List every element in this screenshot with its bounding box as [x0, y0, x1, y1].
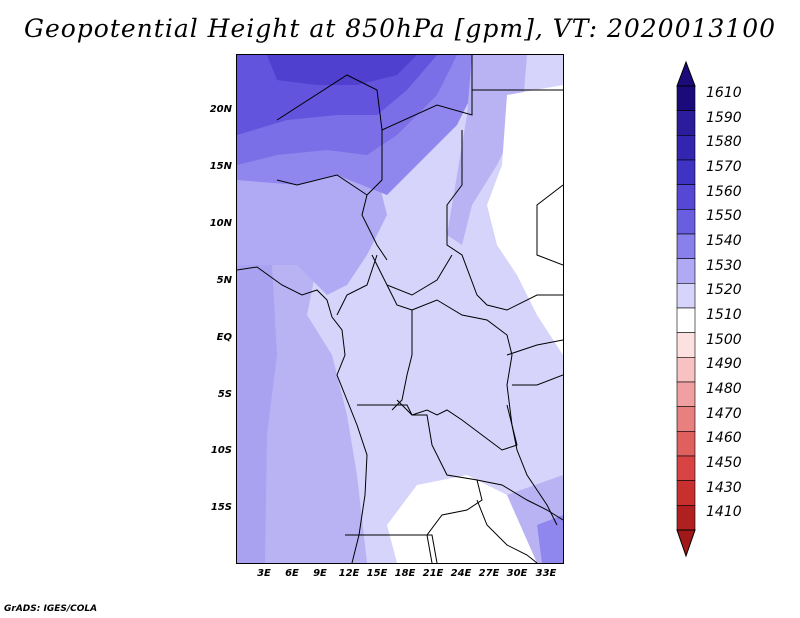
lon-label-6e: 6E — [285, 568, 299, 579]
contour-fill-1510-northeast — [487, 85, 563, 355]
colorbar — [676, 60, 696, 558]
map-title: Geopotential Height at 850hPa [gpm], VT:… — [23, 14, 777, 43]
lon-label-15e: 15E — [366, 568, 388, 579]
border-zimbabwe — [476, 499, 538, 563]
border-car — [371, 254, 453, 296]
legend-label-1560: 1560 — [706, 183, 742, 200]
border-tanzania — [512, 374, 563, 386]
border-drc — [396, 299, 518, 451]
colorbar-cell-1550 — [676, 209, 696, 235]
lon-label-27e: 27E — [478, 568, 500, 579]
border-central-east — [446, 130, 563, 311]
legend-label-1570: 1570 — [706, 159, 742, 175]
border-north-1 — [276, 74, 388, 261]
colorbar-cell-1610 — [676, 85, 696, 111]
legend-label-1410: 1410 — [706, 504, 742, 521]
border-ethiopia — [536, 184, 563, 266]
lon-label-3e: 3E — [257, 568, 271, 579]
border-namibia — [345, 534, 438, 563]
lon-label-18e: 18E — [394, 568, 416, 579]
lat-label-eq: EQ — [216, 332, 232, 343]
country-borders — [237, 55, 563, 563]
grads-credit: GrADS: IGES/COLA — [4, 604, 98, 614]
lon-label-30e: 30E — [506, 568, 528, 579]
geopotential-map — [237, 55, 563, 563]
legend-label-1520: 1520 — [706, 282, 742, 299]
border-sahel — [276, 174, 368, 196]
lon-label-12e: 12E — [338, 568, 360, 579]
contour-fill-1540-southeast — [537, 515, 563, 563]
lon-label-9e: 9E — [313, 568, 327, 579]
border-cameroon — [336, 254, 378, 316]
border-congo — [386, 284, 413, 411]
colorbar-cell-1430 — [676, 480, 696, 506]
legend-label-1510: 1510 — [706, 307, 742, 323]
colorbar-bottom-arrow — [676, 529, 696, 558]
colorbar-cell-1530 — [676, 258, 696, 284]
colorbar-cell-1570 — [676, 159, 696, 185]
colorbar-cell-1480 — [676, 381, 696, 407]
lon-label-24e: 24E — [450, 568, 472, 579]
border-zambia-east — [476, 479, 563, 521]
colorbar-cell-1580 — [676, 135, 696, 161]
colorbar-cell-1540 — [676, 233, 696, 259]
legend-label-1530: 1530 — [706, 257, 742, 274]
colorbar-cell-1510 — [676, 307, 696, 333]
lat-label-15s: 15S — [210, 502, 232, 513]
lat-label-5s: 5S — [217, 389, 232, 400]
colorbar-cell-1520 — [676, 283, 696, 309]
legend-label-1470: 1470 — [706, 405, 742, 422]
border-uganda — [506, 339, 563, 356]
legend-label-1480: 1480 — [706, 381, 742, 397]
lon-label-33e: 33E — [535, 568, 557, 579]
colorbar-cells — [676, 85, 696, 531]
colorbar-cell-1460 — [676, 431, 696, 457]
map-plot-area — [236, 54, 564, 564]
colorbar-top-arrow — [676, 60, 696, 87]
lat-label-15n: 15N — [209, 161, 232, 172]
colorbar-cell-1450 — [676, 455, 696, 481]
legend-label-1540: 1540 — [706, 233, 742, 249]
legend-label-1590: 1590 — [706, 109, 742, 126]
border-angola-zambia — [357, 404, 483, 563]
west-coastline — [237, 266, 368, 563]
border-lake-tanganyika — [506, 404, 558, 526]
colorbar-cell-1590 — [676, 110, 696, 136]
colorbar-cell-1560 — [676, 184, 696, 210]
legend-label-1490: 1490 — [706, 356, 742, 373]
contour-fill-1540-ocean — [237, 255, 277, 563]
legend-label-1610: 1610 — [706, 85, 742, 101]
contour-fill-1530-west — [237, 175, 387, 295]
legend-label-1580: 1580 — [706, 134, 742, 151]
lat-label-10s: 10S — [210, 445, 232, 456]
lat-label-5n: 5N — [216, 275, 232, 286]
colorbar-cell-1500 — [676, 332, 696, 358]
contour-fill-1510-south — [387, 475, 547, 563]
colorbar-cell-1410 — [676, 505, 696, 531]
contour-fill-1570 — [267, 55, 417, 85]
colorbar-cell-1470 — [676, 406, 696, 432]
colorbar-cell-1490 — [676, 357, 696, 383]
legend-label-1450: 1450 — [706, 455, 742, 471]
lat-label-20n: 20N — [209, 104, 232, 115]
lon-label-21e: 21E — [422, 568, 444, 579]
border-north-2 — [381, 55, 473, 131]
legend-label-1550: 1550 — [706, 208, 742, 225]
lat-label-10n: 10N — [209, 218, 232, 229]
legend-label-1500: 1500 — [706, 331, 742, 348]
legend-label-1430: 1430 — [706, 479, 742, 496]
legend-label-1460: 1460 — [706, 430, 742, 447]
